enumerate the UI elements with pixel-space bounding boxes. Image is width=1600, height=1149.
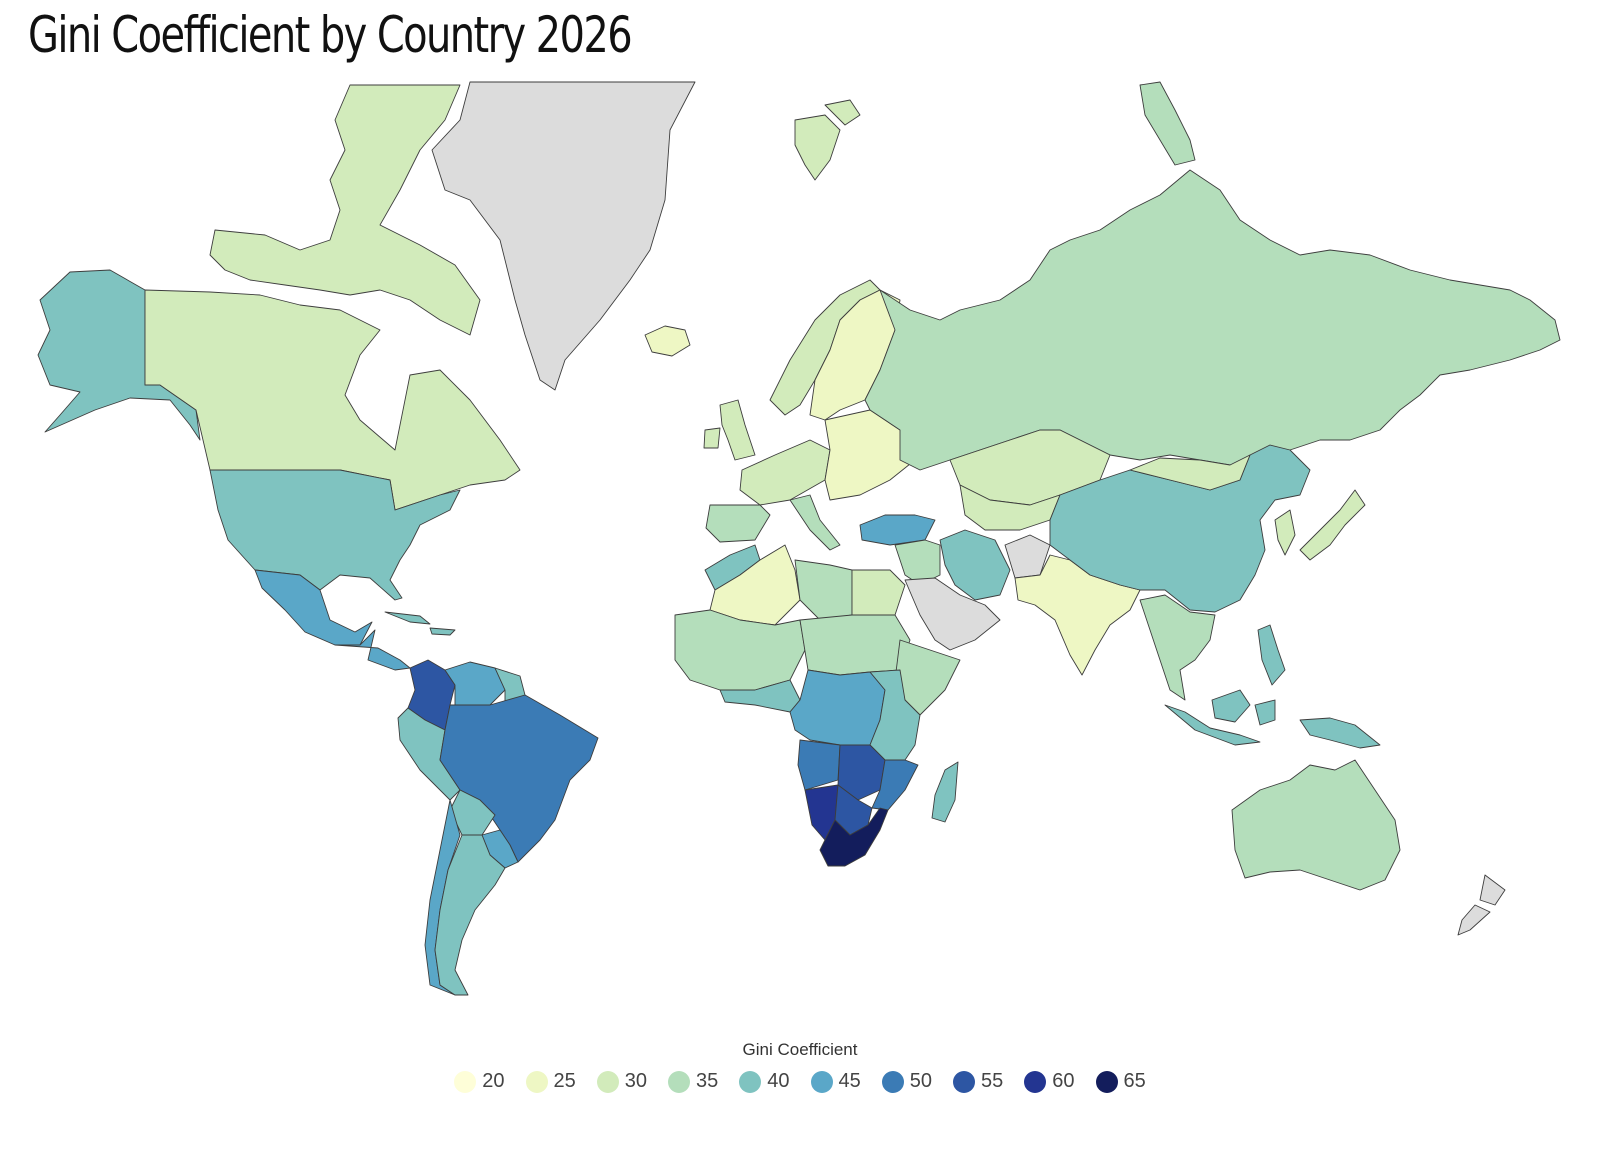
legend-item[interactable]: 20 <box>454 1070 505 1093</box>
region-libya[interactable] <box>794 559 853 621</box>
region-japan[interactable] <box>1299 489 1366 561</box>
legend-item[interactable]: 40 <box>739 1070 790 1093</box>
legend-label: 45 <box>838 1070 861 1092</box>
region-turkey[interactable] <box>859 514 936 546</box>
legend-title: Gini Coefficient <box>742 1040 858 1059</box>
region-philippines[interactable] <box>1257 624 1286 686</box>
region-russia-novaya-zemlya[interactable] <box>1139 81 1196 166</box>
region-iceland[interactable] <box>644 325 691 357</box>
region-mexico[interactable] <box>254 569 373 646</box>
region-iran[interactable] <box>939 529 1011 601</box>
region-central-africa[interactable] <box>789 669 886 746</box>
world-map <box>37 81 1561 996</box>
region-italy[interactable] <box>789 494 841 551</box>
legend-label: 25 <box>553 1070 576 1092</box>
legend-swatch <box>596 1070 619 1093</box>
legend-label: 65 <box>1123 1070 1146 1092</box>
region-west-africa[interactable] <box>674 609 806 691</box>
region-new-zealand[interactable] <box>1457 874 1506 936</box>
region-canadian-arctic[interactable] <box>209 84 481 336</box>
region-middle-east[interactable] <box>894 539 941 586</box>
legend-label: 30 <box>624 1070 647 1092</box>
map-title: Gini Coefficient by Country 2026 <box>28 6 633 64</box>
legend-swatch <box>881 1070 904 1093</box>
region-png[interactable] <box>1299 717 1381 749</box>
region-chad-sudan[interactable] <box>799 614 911 676</box>
legend-item[interactable]: 65 <box>1095 1070 1146 1093</box>
region-mozambique[interactable] <box>871 759 919 811</box>
region-russia[interactable] <box>864 169 1561 471</box>
legend: Gini Coefficient 20 25 30 35 40 45 50 55 60 65 <box>0 1040 1600 1093</box>
legend-item[interactable]: 55 <box>953 1070 1003 1093</box>
legend-label: 60 <box>1052 1070 1075 1092</box>
legend-item[interactable]: 45 <box>810 1070 861 1093</box>
region-indonesia[interactable] <box>1164 689 1276 746</box>
region-egypt[interactable] <box>851 569 906 616</box>
legend-label: 50 <box>909 1070 932 1092</box>
legend-swatch <box>1024 1070 1047 1093</box>
region-southeast-asia[interactable] <box>1139 594 1216 701</box>
region-caribbean[interactable] <box>384 611 456 636</box>
legend-label: 40 <box>767 1070 790 1092</box>
legend-items: 20 25 30 35 40 45 50 55 60 65 <box>0 1070 1600 1093</box>
region-south-africa[interactable] <box>819 807 889 867</box>
region-venezuela[interactable] <box>444 661 506 706</box>
region-australia[interactable] <box>1231 759 1401 891</box>
legend-label: 55 <box>981 1070 1004 1092</box>
region-mongolia[interactable] <box>1129 454 1251 491</box>
region-madagascar[interactable] <box>931 761 959 823</box>
legend-swatch <box>668 1070 690 1093</box>
legend-item[interactable]: 50 <box>881 1070 932 1093</box>
legend-label: 35 <box>696 1070 719 1092</box>
region-central-america[interactable] <box>334 629 411 671</box>
region-arabian-peninsula[interactable] <box>904 577 1001 651</box>
legend-swatch <box>810 1070 833 1093</box>
legend-swatch <box>739 1070 762 1093</box>
legend-swatch <box>953 1070 975 1093</box>
region-svalbard[interactable] <box>794 99 861 181</box>
legend-item[interactable]: 35 <box>668 1070 718 1093</box>
region-pakistan-india[interactable] <box>1014 554 1141 676</box>
region-argentina[interactable] <box>434 834 506 996</box>
region-afghanistan[interactable] <box>1004 534 1051 579</box>
region-angola[interactable] <box>797 739 841 791</box>
region-spain-portugal[interactable] <box>705 504 771 543</box>
legend-swatch <box>454 1070 477 1093</box>
legend-item[interactable]: 25 <box>525 1070 576 1093</box>
region-korea[interactable] <box>1274 509 1296 556</box>
legend-item[interactable]: 30 <box>596 1070 647 1093</box>
legend-swatch <box>525 1070 548 1093</box>
region-uk-ireland[interactable] <box>703 399 756 461</box>
legend-swatch <box>1095 1070 1118 1093</box>
region-greenland[interactable] <box>431 81 696 391</box>
legend-label: 20 <box>482 1070 505 1092</box>
legend-item[interactable]: 60 <box>1024 1070 1075 1093</box>
